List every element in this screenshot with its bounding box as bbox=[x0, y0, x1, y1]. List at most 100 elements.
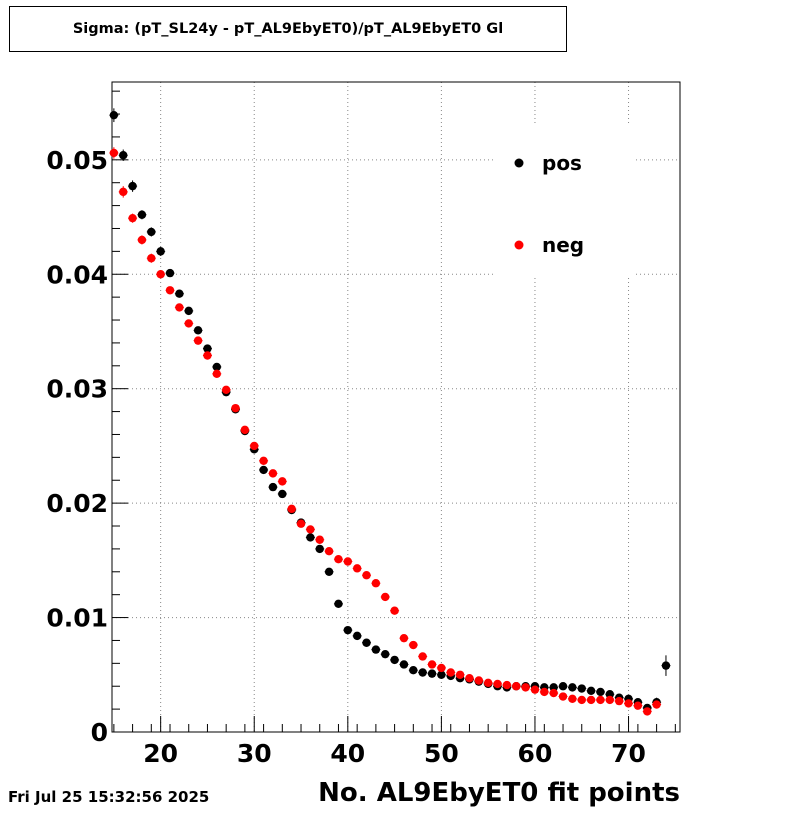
data-point-neg bbox=[558, 692, 568, 701]
x-tick-label: 60 bbox=[518, 739, 553, 768]
data-point-pos bbox=[212, 362, 222, 372]
legend-marker-neg bbox=[514, 240, 524, 250]
data-point-neg bbox=[315, 535, 324, 544]
data-point-neg bbox=[493, 679, 502, 689]
data-point-neg bbox=[530, 685, 540, 694]
data-point-neg bbox=[577, 695, 586, 705]
data-point-neg bbox=[446, 668, 455, 677]
data-point-neg bbox=[427, 660, 437, 669]
legend: pos neg bbox=[496, 126, 636, 276]
data-point-pos bbox=[119, 151, 128, 160]
data-point-neg bbox=[586, 695, 596, 705]
data-point-pos bbox=[259, 465, 268, 475]
x-axis-title: No. AL9EbyET0 fit points bbox=[318, 778, 680, 808]
data-point-neg bbox=[184, 319, 193, 328]
data-point-neg bbox=[390, 606, 399, 615]
data-point-pos bbox=[268, 482, 278, 492]
data-point-neg bbox=[221, 385, 231, 395]
data-point-neg bbox=[409, 640, 418, 650]
data-point-neg bbox=[203, 351, 212, 360]
data-point-neg bbox=[268, 469, 278, 478]
x-tick-label: 40 bbox=[330, 739, 365, 768]
data-point-pos bbox=[381, 649, 390, 659]
data-point-neg bbox=[128, 213, 137, 223]
legend-marker-pos bbox=[514, 158, 524, 168]
data-point-pos bbox=[193, 326, 203, 335]
data-point-pos bbox=[203, 344, 212, 353]
data-point-pos bbox=[568, 683, 577, 692]
data-point-neg bbox=[502, 680, 512, 690]
y-tick-label: 0.02 bbox=[46, 489, 108, 518]
data-point-pos bbox=[586, 686, 596, 696]
x-tick-label: 20 bbox=[143, 739, 178, 768]
data-point-pos bbox=[409, 666, 418, 675]
data-point-neg bbox=[474, 676, 484, 685]
data-point-pos bbox=[577, 684, 586, 693]
data-point-neg bbox=[212, 369, 222, 379]
data-point-neg bbox=[165, 286, 175, 295]
data-point-neg bbox=[614, 696, 624, 706]
data-point-pos bbox=[184, 306, 193, 316]
data-markers bbox=[109, 108, 671, 716]
data-point-pos bbox=[324, 567, 334, 576]
data-point-pos bbox=[137, 210, 147, 219]
data-point-neg bbox=[334, 555, 343, 564]
data-point-neg bbox=[465, 674, 474, 683]
timestamp-label: Fri Jul 25 15:32:56 2025 bbox=[8, 788, 210, 806]
data-point-neg bbox=[324, 546, 334, 556]
data-point-neg bbox=[240, 425, 250, 435]
data-point-neg bbox=[231, 403, 240, 413]
data-point-pos bbox=[165, 268, 175, 278]
data-point-pos bbox=[156, 247, 165, 256]
data-point-pos bbox=[558, 682, 568, 691]
data-point-pos bbox=[418, 668, 427, 677]
data-point-pos bbox=[306, 533, 315, 542]
data-point-neg bbox=[381, 592, 390, 602]
data-point-neg bbox=[540, 687, 549, 697]
data-point-pos bbox=[399, 660, 409, 669]
data-point-neg bbox=[652, 700, 661, 709]
data-point-neg bbox=[259, 456, 268, 465]
data-point-neg bbox=[287, 504, 296, 514]
data-point-pos bbox=[109, 110, 119, 120]
data-point-neg bbox=[399, 633, 409, 643]
data-point-pos bbox=[334, 599, 343, 609]
data-point-pos bbox=[315, 544, 324, 554]
y-tick-label: 0.01 bbox=[46, 604, 108, 633]
data-point-neg bbox=[633, 701, 643, 710]
data-point-neg bbox=[109, 148, 119, 158]
data-point-pos bbox=[371, 645, 381, 654]
data-point-neg bbox=[137, 235, 147, 245]
series-neg bbox=[109, 147, 662, 716]
chart-title-box: Sigma: (pT_SL24y - pT_AL9EbyET0)/pT_AL9E… bbox=[9, 6, 567, 52]
data-point-neg bbox=[296, 519, 306, 528]
legend-box bbox=[496, 126, 636, 276]
data-point-pos bbox=[343, 625, 353, 635]
data-point-pos bbox=[437, 670, 446, 679]
legend-label-pos: pos bbox=[542, 151, 582, 175]
data-point-neg bbox=[250, 441, 259, 451]
data-point-neg bbox=[306, 525, 315, 534]
data-point-neg bbox=[521, 683, 530, 692]
data-point-pos bbox=[661, 661, 671, 670]
data-point-neg bbox=[437, 663, 446, 673]
data-point-neg bbox=[624, 699, 633, 708]
data-point-neg bbox=[568, 694, 577, 704]
x-tick-label: 50 bbox=[424, 739, 459, 768]
data-point-neg bbox=[455, 670, 465, 679]
data-point-neg bbox=[147, 254, 156, 263]
data-point-pos bbox=[128, 181, 137, 191]
data-point-neg bbox=[418, 652, 427, 661]
data-point-pos bbox=[596, 687, 605, 697]
y-tick-label: 0.03 bbox=[46, 375, 108, 404]
data-point-neg bbox=[193, 336, 203, 345]
data-point-neg bbox=[175, 303, 184, 312]
y-tick-label: 0.04 bbox=[46, 260, 108, 289]
legend-label-neg: neg bbox=[542, 233, 584, 257]
axes: 20 30 40 50 60 70 0 0.01 0.02 0.03 0.04 0.05 bbox=[46, 90, 676, 768]
x-tick-label: 30 bbox=[237, 739, 272, 768]
data-point-pos bbox=[352, 631, 362, 641]
data-point-neg bbox=[596, 695, 605, 705]
data-point-neg bbox=[549, 688, 558, 698]
